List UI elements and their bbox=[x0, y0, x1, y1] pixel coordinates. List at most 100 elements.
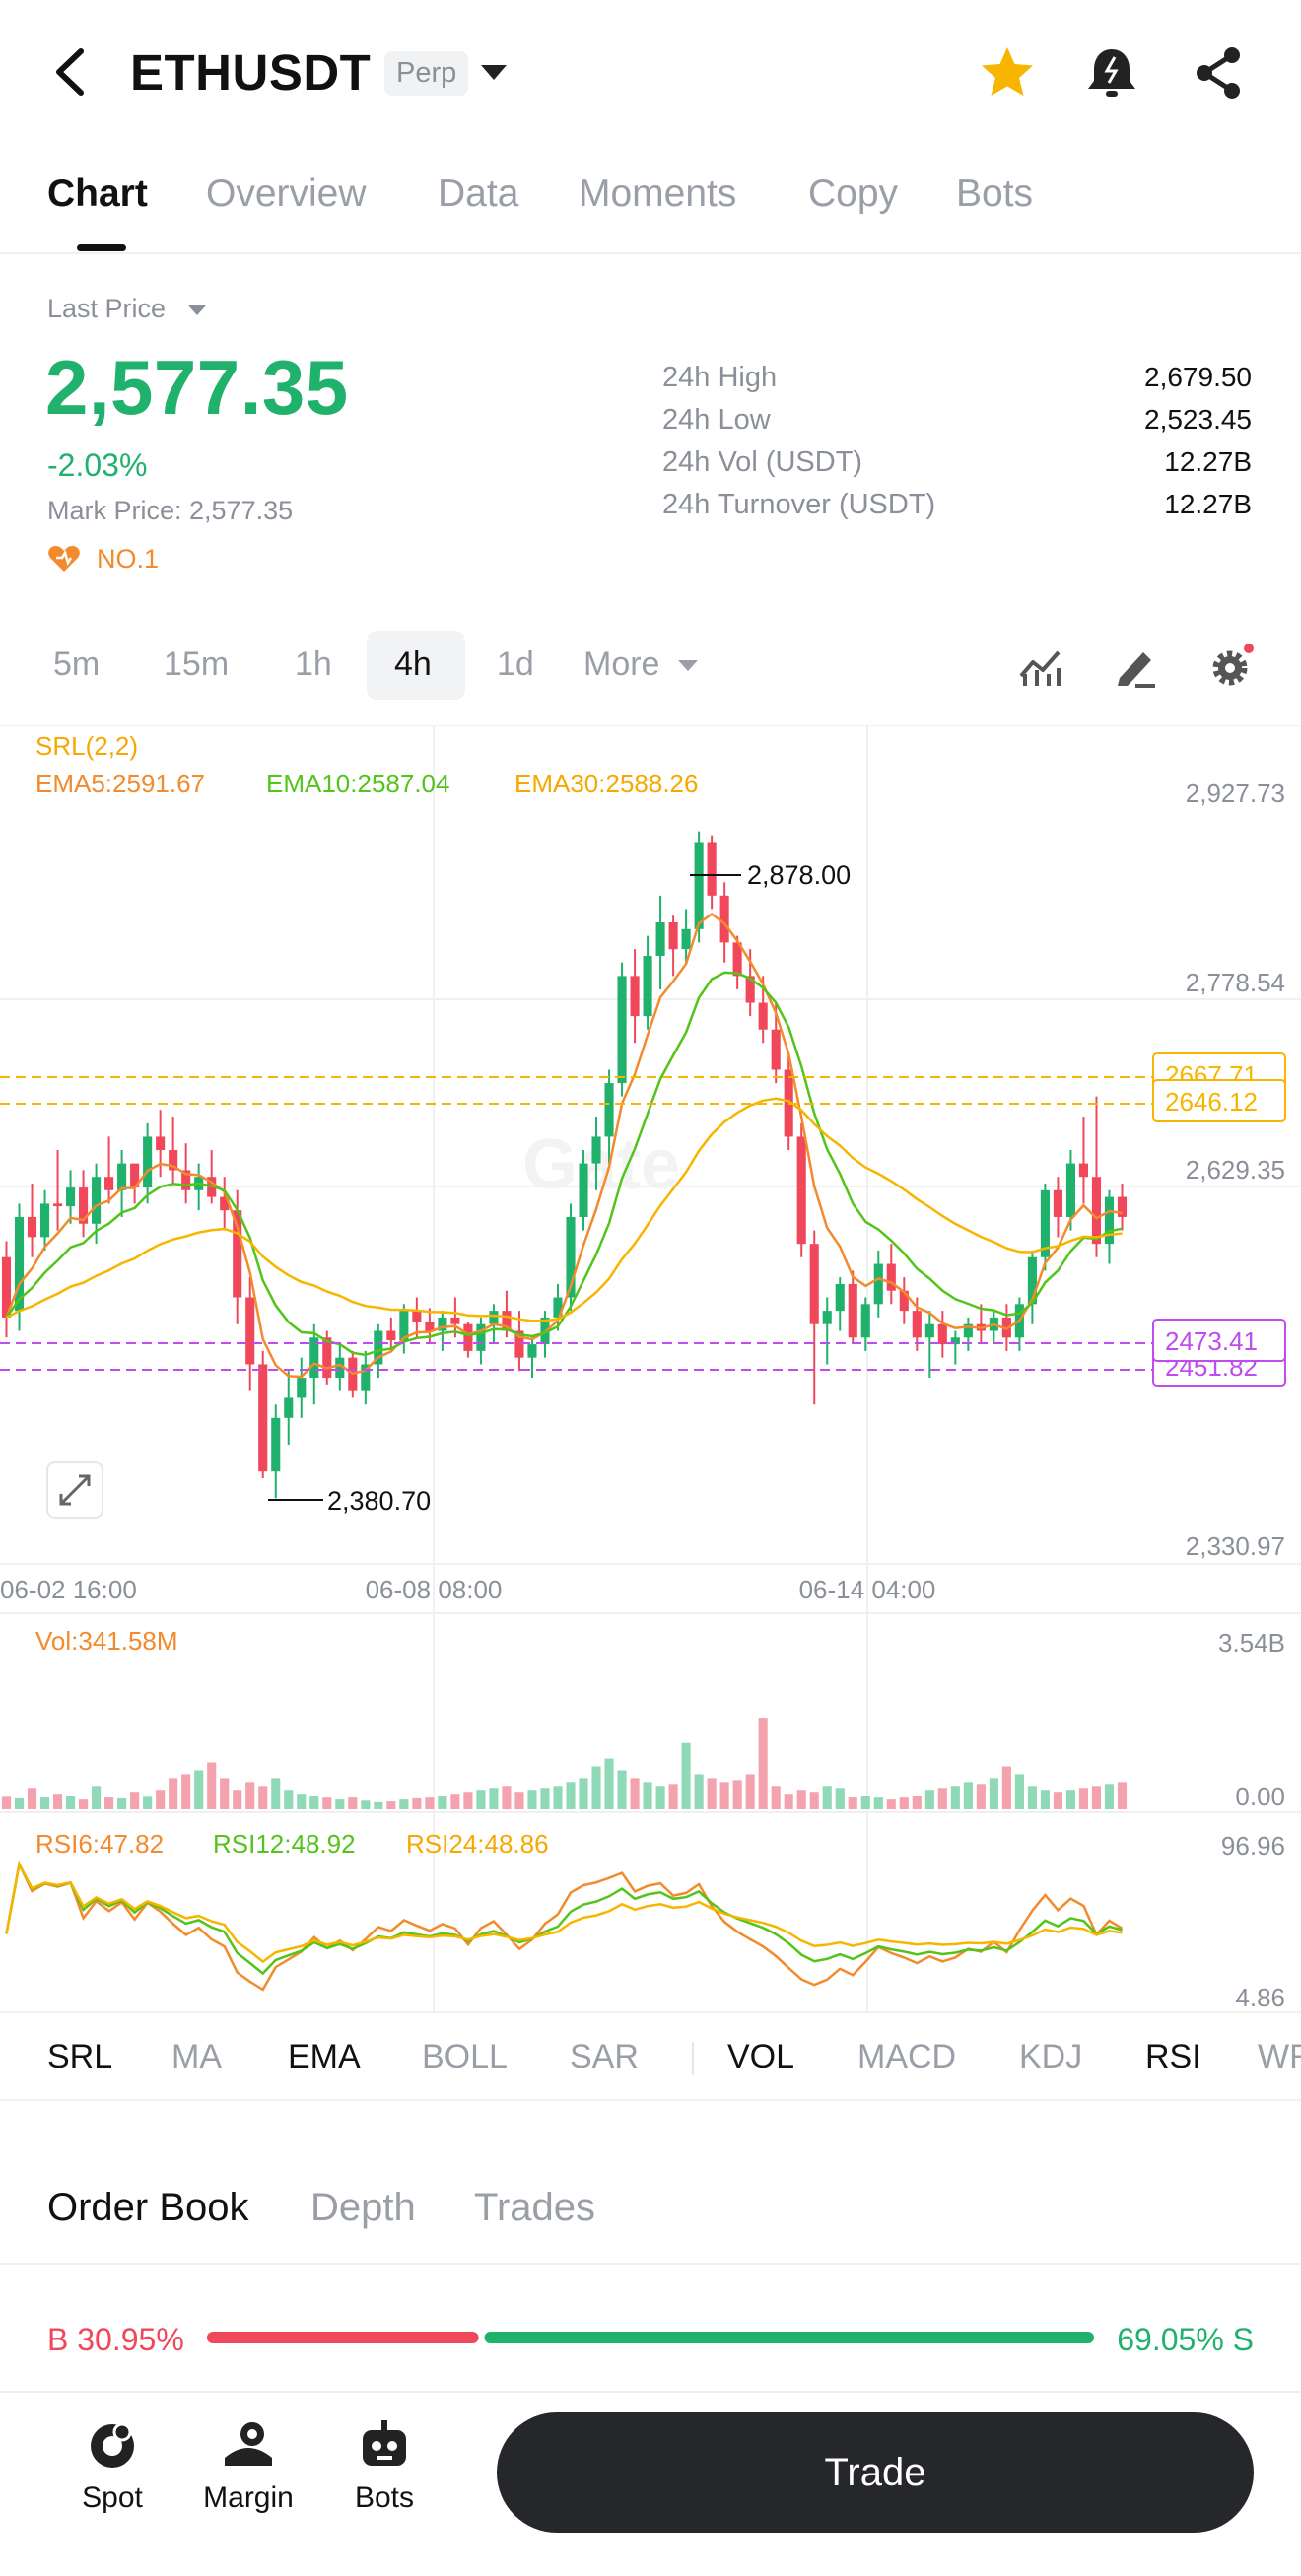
indicator-boll[interactable]: BOLL bbox=[422, 2038, 508, 2075]
tab-data[interactable]: Data bbox=[438, 172, 519, 215]
indicator-vol[interactable]: VOL bbox=[727, 2038, 795, 2075]
candle bbox=[258, 1350, 268, 1478]
indicator-rsi[interactable]: RSI bbox=[1145, 2038, 1201, 2075]
candle bbox=[681, 909, 691, 963]
volume-bar bbox=[822, 1786, 832, 1809]
indicator-kdj[interactable]: KDJ bbox=[1019, 2038, 1083, 2075]
candle bbox=[732, 935, 742, 989]
volume-bar bbox=[271, 1778, 281, 1809]
volume-tick: 3.54B bbox=[1218, 1628, 1285, 1658]
volume-bar bbox=[655, 1786, 665, 1809]
draw-pen-icon[interactable] bbox=[1112, 643, 1159, 690]
kline-chart[interactable]: Gate 2667.71 2646.12 2451.82 2473.41 SRL… bbox=[0, 724, 1301, 2016]
volume-bar bbox=[835, 1788, 845, 1809]
indicator-macd[interactable]: MACD bbox=[857, 2038, 957, 2075]
candle bbox=[1, 1241, 12, 1338]
interval-5m[interactable]: 5m bbox=[53, 645, 101, 683]
star-icon[interactable] bbox=[976, 41, 1039, 104]
bell-icon[interactable] bbox=[1080, 41, 1143, 104]
volume-bar bbox=[707, 1778, 717, 1809]
volume-bar bbox=[796, 1790, 806, 1809]
tab-overview[interactable]: Overview bbox=[206, 172, 367, 215]
tab-bots[interactable]: Bots bbox=[956, 172, 1034, 215]
rsi6-line bbox=[5, 1860, 1124, 1992]
rank-badge[interactable]: NO.1 bbox=[97, 544, 160, 574]
volume-bar bbox=[924, 1790, 934, 1809]
tab-moments[interactable]: Moments bbox=[579, 172, 737, 215]
volume-bar bbox=[886, 1799, 896, 1809]
volume-bar bbox=[540, 1788, 550, 1809]
tab-order-book[interactable]: Order Book bbox=[47, 2186, 249, 2229]
tab-depth[interactable]: Depth bbox=[310, 2186, 416, 2229]
buy-label: B bbox=[47, 2322, 69, 2357]
candle bbox=[989, 1311, 998, 1345]
volume-bar bbox=[14, 1797, 25, 1809]
spot-icon[interactable] bbox=[83, 2414, 142, 2474]
sell-percent: 69.05% bbox=[1117, 2322, 1224, 2357]
active-interval-bg bbox=[367, 631, 465, 700]
divider bbox=[0, 2263, 1301, 2265]
candle bbox=[169, 1117, 178, 1185]
interval-1d[interactable]: 1d bbox=[497, 645, 534, 683]
interval-15m[interactable]: 15m bbox=[164, 645, 230, 683]
volume-bar bbox=[322, 1797, 332, 1809]
indicator-sar[interactable]: SAR bbox=[570, 2038, 639, 2075]
candle bbox=[425, 1308, 435, 1345]
last-price: 2,577.35 bbox=[45, 344, 349, 431]
volume-bar bbox=[771, 1786, 781, 1809]
margin-icon[interactable] bbox=[219, 2414, 278, 2474]
expand-chart-button[interactable] bbox=[46, 1461, 103, 1519]
candle bbox=[1104, 1189, 1115, 1264]
volume-legend: Vol:341.58M bbox=[35, 1626, 178, 1656]
indicator-ema[interactable]: EMA bbox=[288, 2038, 361, 2075]
interval-1h[interactable]: 1h bbox=[295, 645, 332, 683]
settings-gear-icon[interactable] bbox=[1206, 643, 1254, 690]
rsi24-line bbox=[5, 1860, 1123, 1964]
nav-bots[interactable]: Bots bbox=[354, 2481, 415, 2514]
bots-icon[interactable] bbox=[355, 2414, 414, 2474]
x-axis-tick: 06-08 08:00 bbox=[366, 1575, 503, 1604]
rank-heart-icon bbox=[48, 546, 80, 572]
volume-bar bbox=[963, 1782, 973, 1809]
indicator-icon[interactable] bbox=[1017, 643, 1064, 690]
candle bbox=[1117, 1184, 1128, 1231]
tab-chart[interactable]: Chart bbox=[47, 172, 148, 215]
volume-bar bbox=[591, 1766, 601, 1809]
indicator-ma[interactable]: MA bbox=[171, 2038, 222, 2075]
volume-bar bbox=[579, 1778, 588, 1809]
candlestick-chart-panel[interactable]: Gate 2667.71 2646.12 2451.82 2473.41 SRL… bbox=[0, 724, 1301, 2016]
candle bbox=[643, 935, 652, 1030]
high-price-label: 2,878.00 bbox=[747, 860, 851, 890]
trade-button[interactable]: Trade bbox=[497, 2412, 1254, 2533]
chevron-down-icon[interactable] bbox=[481, 65, 507, 80]
last-price-label[interactable]: Last Price bbox=[47, 294, 167, 323]
nav-margin[interactable]: Margin bbox=[203, 2481, 294, 2514]
candle bbox=[809, 1230, 819, 1405]
srl-lower-price: 2473.41 bbox=[1165, 1326, 1258, 1356]
candle bbox=[1078, 1117, 1089, 1204]
volume-bar bbox=[643, 1782, 652, 1809]
volume-bar bbox=[809, 1792, 819, 1809]
back-arrow-icon[interactable] bbox=[43, 41, 99, 102]
indicator-srl[interactable]: SRL bbox=[47, 2038, 113, 2075]
interval-4h[interactable]: 4h bbox=[394, 645, 432, 683]
tab-trades[interactable]: Trades bbox=[474, 2186, 596, 2229]
symbol-title[interactable]: ETHUSDT bbox=[130, 44, 372, 101]
volume-bar bbox=[335, 1799, 345, 1809]
chevron-down-icon[interactable] bbox=[188, 305, 206, 315]
interval-more[interactable]: More bbox=[583, 645, 660, 683]
rsi24-legend: RSI24:48.86 bbox=[406, 1829, 549, 1859]
volume-bar bbox=[681, 1742, 691, 1809]
volume-bar bbox=[194, 1770, 204, 1809]
indicator-wr[interactable]: WR bbox=[1258, 2038, 1301, 2075]
candle bbox=[655, 895, 665, 989]
rsi-tick: 4.86 bbox=[1235, 1983, 1285, 2012]
volume-bar bbox=[668, 1784, 678, 1809]
candle bbox=[937, 1311, 947, 1358]
share-icon[interactable] bbox=[1187, 41, 1250, 104]
volume-bar bbox=[694, 1774, 704, 1809]
chevron-down-icon[interactable] bbox=[678, 660, 698, 671]
tab-copy[interactable]: Copy bbox=[808, 172, 899, 215]
nav-spot[interactable]: Spot bbox=[82, 2481, 143, 2514]
volume-bar bbox=[848, 1797, 857, 1809]
